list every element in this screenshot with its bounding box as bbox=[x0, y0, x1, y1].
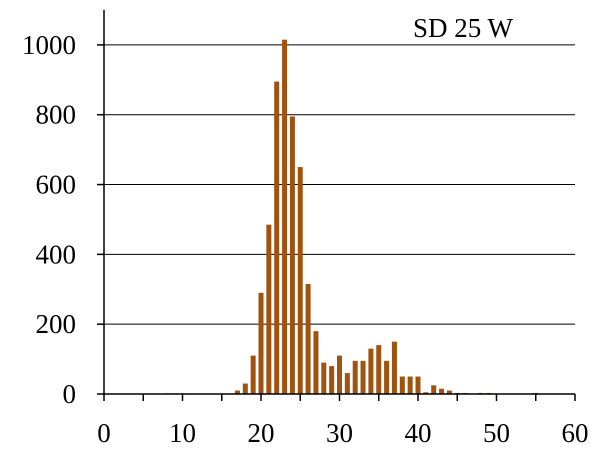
tick-labels: 0 200 400 600 800 1000 0 10 20 30 40 50 60 bbox=[22, 30, 589, 448]
x-tick-label-50: 50 bbox=[483, 418, 510, 448]
bar-24 bbox=[289, 116, 295, 395]
x-tick-label-10: 10 bbox=[169, 418, 196, 448]
bar-26 bbox=[305, 284, 311, 394]
bar-21 bbox=[266, 224, 272, 394]
y-tick-label-600: 600 bbox=[36, 170, 77, 200]
bar-35 bbox=[376, 345, 382, 394]
bar-28 bbox=[321, 362, 327, 394]
bar-23 bbox=[282, 39, 288, 394]
bar-22 bbox=[274, 81, 280, 395]
bar-29 bbox=[329, 366, 335, 394]
x-tick-label-0: 0 bbox=[97, 418, 111, 448]
bar-27 bbox=[313, 331, 319, 394]
y-tick-label-1000: 1000 bbox=[22, 30, 76, 60]
x-tick-label-20: 20 bbox=[248, 418, 275, 448]
bar-38 bbox=[399, 376, 405, 394]
bar-25 bbox=[297, 167, 303, 394]
x-tick-label-60: 60 bbox=[562, 418, 589, 448]
y-tick-label-200: 200 bbox=[36, 309, 77, 339]
x-tick-label-30: 30 bbox=[326, 418, 353, 448]
axes bbox=[97, 10, 576, 401]
y-tick-label-800: 800 bbox=[36, 100, 77, 130]
bar-31 bbox=[344, 373, 350, 394]
bar-39 bbox=[407, 376, 413, 394]
bar-43 bbox=[439, 388, 445, 394]
bar-18 bbox=[242, 383, 248, 394]
gridlines bbox=[104, 44, 575, 325]
y-tick-label-0: 0 bbox=[63, 379, 77, 409]
bar-37 bbox=[391, 341, 397, 394]
bar-34 bbox=[368, 348, 374, 394]
bar-36 bbox=[384, 360, 390, 394]
bar-40 bbox=[415, 376, 421, 394]
bar-41 bbox=[423, 392, 429, 394]
y-tick-label-400: 400 bbox=[36, 239, 77, 269]
bar-30 bbox=[337, 355, 342, 394]
bar-19 bbox=[250, 355, 256, 394]
bar-44 bbox=[446, 390, 452, 394]
chart-annotation: SD 25 W bbox=[413, 13, 514, 43]
x-tick-label-40: 40 bbox=[405, 418, 432, 448]
bar-42 bbox=[431, 385, 437, 394]
bars bbox=[164, 39, 539, 395]
bar-33 bbox=[360, 360, 366, 394]
bar-32 bbox=[352, 360, 358, 394]
bar-20 bbox=[258, 292, 264, 394]
bar-17 bbox=[234, 390, 240, 394]
